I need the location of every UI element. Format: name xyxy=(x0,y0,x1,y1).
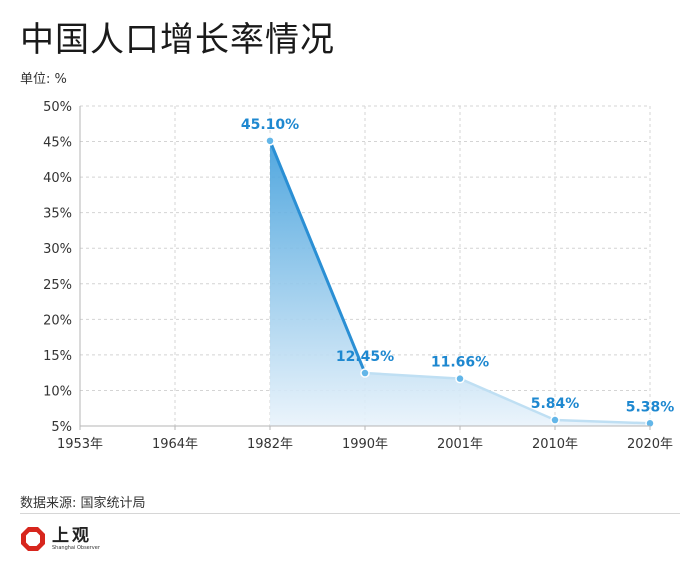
x-tick-label: 2010年 xyxy=(532,437,578,452)
data-label: 45.10% xyxy=(241,117,299,133)
y-tick-label: 15% xyxy=(43,349,72,364)
area-chart: 45.10% 12.45% 11.66% 5.84% 5.38% 5% 10% 15% 20%… xyxy=(43,100,675,452)
y-tick-label: 45% xyxy=(43,136,72,151)
y-tick-label: 5% xyxy=(51,420,72,435)
series-line-segment xyxy=(553,418,652,425)
logo-subtitle: Shanghai Observer xyxy=(52,544,100,551)
y-tick-label: 10% xyxy=(43,384,72,399)
y-tick-label: 40% xyxy=(43,171,72,186)
data-point xyxy=(265,136,275,146)
x-tick-label: 1982年 xyxy=(247,437,293,452)
footer-divider xyxy=(20,513,680,514)
x-tick-label: 1990年 xyxy=(342,437,388,452)
series-line-segment xyxy=(458,377,557,422)
data-label: 5.84% xyxy=(531,396,580,412)
y-tick-label: 20% xyxy=(43,313,72,328)
y-tick-label: 50% xyxy=(43,100,72,115)
logo-name: 上观 xyxy=(52,525,92,546)
y-tick-label: 25% xyxy=(43,278,72,293)
y-tick-label: 35% xyxy=(43,207,72,222)
data-label: 12.45% xyxy=(336,349,394,365)
chart-title: 中国人口增长率情况 xyxy=(20,20,335,60)
data-point xyxy=(550,415,560,425)
logo-octagon-icon xyxy=(21,527,45,551)
shanghai-observer-logo: 上观 Shanghai Observer xyxy=(20,526,100,552)
x-tick-label: 2020年 xyxy=(627,437,673,452)
data-label: 5.38% xyxy=(626,399,675,415)
data-source: 数据来源: 国家统计局 xyxy=(20,496,146,511)
data-point xyxy=(360,368,370,378)
data-label: 11.66% xyxy=(431,355,489,371)
series-line-segment xyxy=(268,139,367,375)
x-tick-label: 1964年 xyxy=(152,437,198,452)
area-fill xyxy=(270,140,650,426)
data-point xyxy=(455,373,465,384)
x-tick-label: 1953年 xyxy=(57,437,103,452)
x-tick-label: 2001年 xyxy=(437,437,483,452)
unit-label: 单位: % xyxy=(20,72,67,87)
series-line-segment xyxy=(363,371,462,380)
y-tick-label: 30% xyxy=(43,242,72,257)
